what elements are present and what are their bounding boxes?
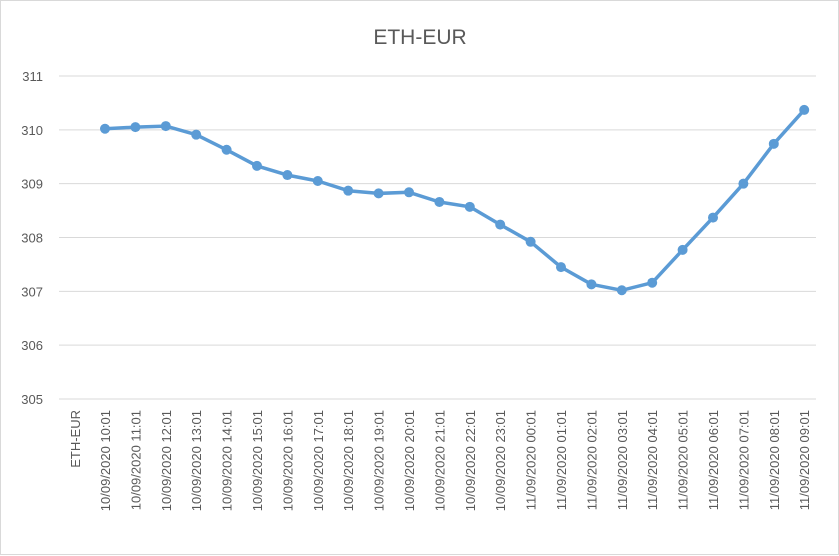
data-point [191,129,202,140]
data-point [252,160,262,171]
data-point [708,212,718,223]
x-tick-label: 11/09/2020 03:01 [615,410,630,510]
y-tick-label: 311 [22,69,43,84]
data-point [738,178,749,189]
chart-title: ETH-EUR [373,26,466,49]
x-tick-label: 11/09/2020 00:01 [524,410,539,510]
x-tick-label: 11/09/2020 07:01 [736,410,751,510]
y-tick-label: 309 [21,177,43,192]
data-point [221,144,232,155]
data-point [404,187,414,198]
x-tick-label: 11/09/2020 01:01 [554,410,569,510]
data-point [100,123,110,134]
x-tick-label: 11/09/2020 06:01 [706,410,721,510]
x-tick-label: 11/09/2020 09:01 [797,410,812,510]
x-tick-label: 10/09/2020 15:01 [250,410,265,511]
x-axis-ticks: 10/09/2020 10:01 10/09/2020 11:01 10/09/20… [98,410,812,511]
y-tick-label: 310 [21,123,43,138]
x-tick-label: 10/09/2020 10:01 [98,410,113,511]
x-tick-label: 10/09/2020 11:01 [128,410,143,510]
data-point [616,285,627,296]
x-tick-label: 10/09/2020 20:01 [402,410,417,511]
data-point [525,236,536,247]
data-point [768,138,779,149]
x-tick-label: 10/09/2020 12:01 [159,410,174,511]
data-point [343,185,354,196]
series-line [103,108,806,293]
y-tick-label: 306 [21,338,43,353]
y-tick-label: 307 [21,284,43,299]
data-point [495,219,506,230]
gridlines [59,75,816,400]
x-tick-label: 11/09/2020 08:01 [767,410,782,510]
data-point [130,122,141,133]
data-point [282,170,293,181]
data-point [434,196,445,207]
data-point [160,121,171,132]
data-point [799,104,810,115]
x-tick-label: 10/09/2020 14:01 [220,410,235,511]
data-point [312,175,323,186]
data-point [373,188,384,199]
x-tick-label: 11/09/2020 05:01 [676,410,691,510]
x-tick-label: 11/09/2020 02:01 [584,410,599,510]
data-point [464,201,475,212]
data-point [647,277,658,288]
data-point [677,244,688,255]
x-tick-label: 10/09/2020 21:01 [432,410,447,511]
y-axis-ticks: 305 306 307 308 309 310 311 [21,69,43,407]
y-tick-label: 305 [21,392,43,407]
x-tick-label: 10/09/2020 17:01 [311,410,326,511]
x-tick-label: 10/09/2020 23:01 [493,410,508,511]
y-tick-label: 308 [21,231,43,246]
x-tick-label: 10/09/2020 13:01 [189,410,204,511]
data-points [100,104,810,296]
data-point [586,279,597,290]
x-tick-label: 10/09/2020 19:01 [372,410,387,511]
data-point [556,262,566,273]
x-tick-label: 10/09/2020 18:01 [341,410,356,511]
x-axis-series-label: ETH-EUR [68,410,83,468]
x-tick-label: 10/09/2020 22:01 [463,410,478,511]
x-tick-label: 11/09/2020 04:01 [645,410,660,510]
x-tick-label: 10/09/2020 16:01 [280,410,295,511]
